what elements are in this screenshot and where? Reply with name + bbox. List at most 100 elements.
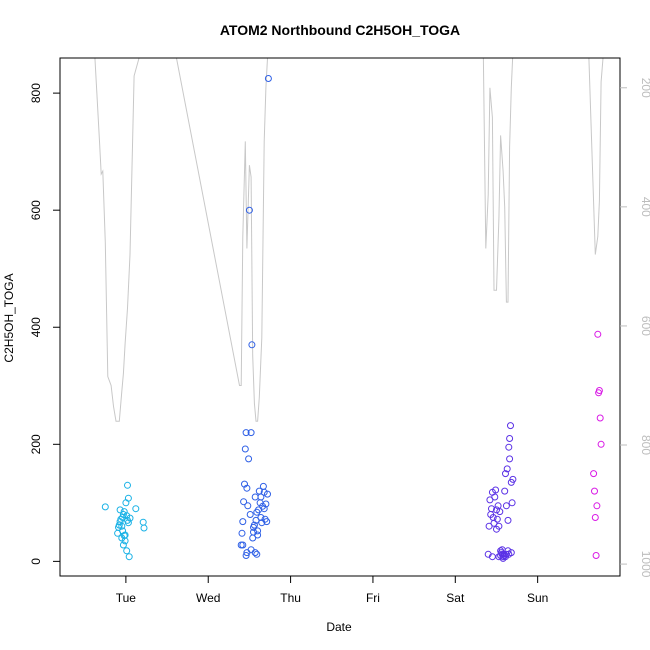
data-point-s3-7: [595, 387, 603, 394]
data-point-s0-15: [119, 527, 127, 535]
data-point-s1-42: [260, 505, 268, 513]
data-point-s0-19: [124, 494, 132, 502]
y-tick-label-2: 400: [29, 317, 43, 337]
data-point-s1-1: [238, 529, 246, 537]
grey-line-series: [94, 58, 604, 422]
data-point-s1-2: [239, 518, 247, 526]
data-point-s2-8: [491, 493, 499, 501]
data-point-s1-35: [247, 546, 255, 554]
data-point-s0-28: [120, 532, 128, 540]
data-point-s2-14: [496, 508, 504, 516]
data-point-s0-22: [126, 514, 134, 522]
data-point-s2-11: [493, 515, 501, 523]
data-point-s2-27: [507, 422, 514, 430]
data-point-s1-9: [245, 455, 253, 463]
data-point-s1-37: [253, 550, 261, 558]
y2-tick-label-2: 600: [639, 316, 650, 336]
data-point-s3-5: [594, 330, 602, 338]
y-axis-label: C2H5OH_TOGA: [2, 273, 16, 362]
data-point-s1-30: [262, 500, 270, 508]
y2-tick-label-0: 200: [639, 78, 650, 98]
data-point-s0-25: [140, 524, 148, 532]
data-point-s0-23: [132, 505, 140, 513]
x-axis-label: Date: [326, 620, 352, 634]
data-point-s1-40: [254, 531, 262, 539]
data-point-s2-30: [509, 475, 517, 483]
data-point-s1-32: [264, 490, 271, 498]
data-point-s2-10: [493, 506, 500, 514]
data-point-s1-33: [264, 75, 272, 82]
data-point-s0-14: [124, 519, 132, 527]
x-tick-label-5: Sun: [527, 591, 548, 605]
y2-tick-label-1: 400: [639, 197, 650, 217]
data-point-s2-23: [503, 465, 511, 473]
data-point-s1-36: [251, 549, 259, 557]
data-point-s2-29: [508, 499, 516, 507]
data-point-s2-9: [492, 486, 500, 494]
data-point-s3-1: [591, 487, 598, 495]
y2-tick-label-3: 800: [639, 435, 650, 455]
x-axis: Tue Wed Thu Fri Sat Sun: [116, 576, 548, 605]
data-point-s2-38: [506, 435, 514, 442]
data-point-s2-41: [495, 553, 503, 561]
data-point-s2-4: [488, 505, 495, 513]
data-point-s1-16: [250, 521, 258, 529]
x-tick-label-3: Fri: [366, 591, 380, 605]
data-point-s3-8: [596, 414, 604, 422]
data-point-s0-24: [139, 518, 147, 526]
data-point-s1-17: [251, 493, 259, 501]
data-point-s3-0: [590, 470, 598, 478]
data-point-s1-27: [259, 482, 267, 490]
data-point-s1-10: [245, 206, 253, 214]
data-point-s0-21: [125, 553, 133, 561]
data-point-s0-0: [101, 503, 109, 511]
line-layer: [94, 58, 604, 422]
data-point-s0-16: [119, 541, 127, 549]
data-point-s1-11: [246, 511, 254, 518]
y-tick-label-3: 600: [29, 200, 43, 220]
chart-title: ATOM2 Northbound C2H5OH_TOGA: [220, 22, 460, 38]
data-point-s1-38: [242, 552, 250, 559]
plot-frame: [59, 57, 621, 577]
data-point-s1-8: [244, 502, 252, 510]
data-point-s0-26: [116, 506, 124, 514]
data-point-s0-17: [121, 537, 129, 545]
x-tick-label-2: Thu: [280, 591, 301, 605]
data-point-s2-26: [506, 455, 514, 463]
data-point-s3-2: [591, 514, 599, 521]
data-point-s1-24: [257, 514, 265, 521]
data-point-s1-41: [257, 493, 265, 501]
data-point-s3-9: [597, 440, 605, 448]
data-point-s2-37: [504, 547, 512, 555]
x-tick-label-4: Sat: [446, 591, 465, 605]
data-point-s2-32: [493, 525, 500, 533]
data-point-s2-25: [505, 443, 513, 451]
data-point-s1-43: [239, 541, 247, 549]
x-tick-label-1: Wed: [196, 591, 220, 605]
data-point-s1-28: [260, 488, 268, 496]
data-point-s2-43: [505, 550, 513, 558]
data-point-s3-4: [593, 502, 601, 510]
data-point-s0-18: [123, 547, 131, 555]
point-layer: [101, 75, 605, 562]
x-tick-label-0: Tue: [116, 591, 137, 605]
data-point-s1-31: [263, 518, 271, 526]
y-axis-right: 200 400 600 800 1000: [620, 78, 650, 578]
data-point-s1-6: [242, 429, 250, 437]
y-axis-left: 0 200 400 600 800: [29, 83, 61, 565]
data-point-s1-12: [247, 429, 255, 437]
y-tick-label-1: 200: [29, 434, 43, 454]
data-point-s0-20: [124, 481, 131, 489]
plot-area: [94, 58, 605, 562]
data-point-s2-20: [501, 487, 509, 495]
data-point-s2-22: [502, 502, 510, 510]
data-point-s0-27: [118, 522, 126, 530]
data-point-s3-3: [592, 552, 600, 559]
data-point-s1-20: [254, 527, 262, 535]
data-point-s1-13: [248, 341, 256, 349]
data-point-s0-8: [119, 511, 127, 518]
y2-tick-label-4: 1000: [639, 551, 650, 578]
data-point-s2-21: [502, 470, 509, 478]
y-tick-label-0: 0: [29, 558, 43, 565]
